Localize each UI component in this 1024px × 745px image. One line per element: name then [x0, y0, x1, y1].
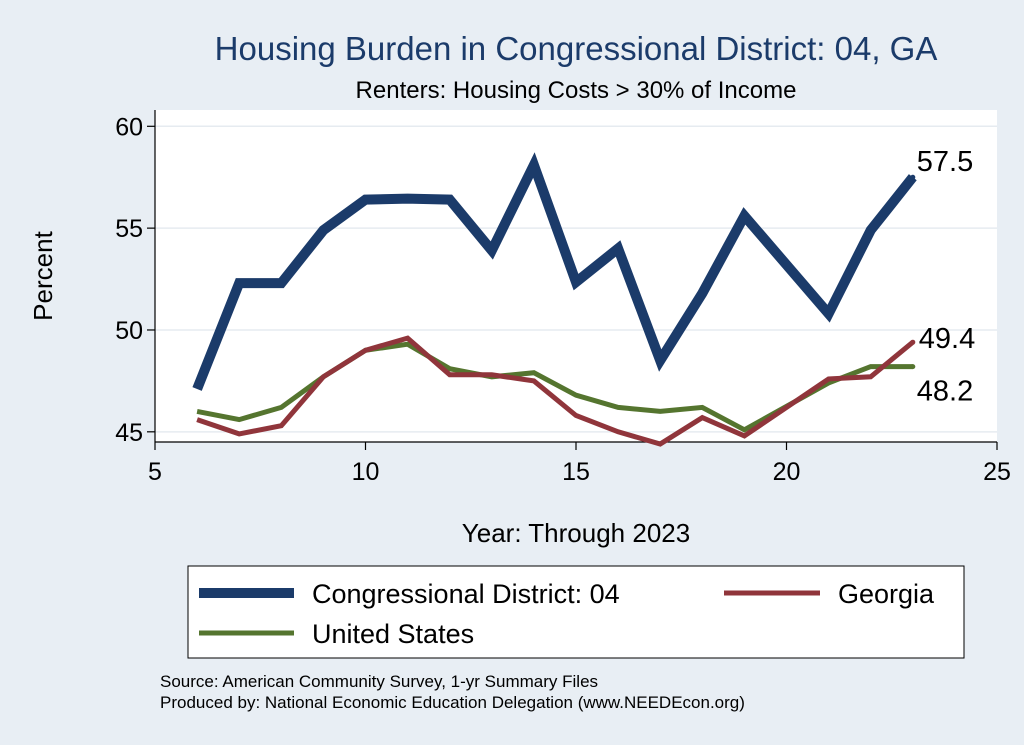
end-value-label: 57.5: [917, 146, 973, 178]
y-tick-label: 60: [115, 113, 143, 141]
end-labels: 57.5 49.4 48.2: [910, 146, 975, 408]
x-axis-label: Year: Through 2023: [462, 518, 690, 548]
legend: Congressional District: 04 Georgia Unite…: [187, 565, 965, 659]
x-tick-label: 15: [562, 458, 590, 486]
y-tick-label: 50: [115, 317, 143, 345]
x-tick-label: 20: [773, 458, 801, 486]
x-tick-label: 25: [983, 458, 1011, 486]
y-tick-label: 45: [115, 419, 143, 447]
series-line-georgia: [196, 335, 915, 447]
legend-box: [187, 565, 965, 659]
end-point: [910, 174, 916, 180]
y-tick-label: 55: [115, 215, 143, 243]
legend-label-united-states: United States: [312, 619, 474, 649]
end-value-label: 48.2: [917, 376, 973, 408]
end-point: [910, 339, 916, 345]
gridlines: [155, 125, 997, 433]
end-value-label: 49.4: [919, 323, 975, 355]
x-tick-label: 10: [352, 458, 380, 486]
chart-subtitle: Renters: Housing Costs > 30% of Income: [356, 77, 797, 104]
y-axis-label: Percent: [28, 230, 58, 320]
chart-title: Housing Burden in Congressional District…: [215, 30, 938, 67]
legend-label-district: Congressional District: 04: [312, 579, 620, 609]
series-line-congressional-district-04: [192, 152, 917, 391]
x-tick-label: 5: [148, 458, 162, 486]
end-point: [910, 364, 916, 370]
y-ticks: 45 50 55 60: [115, 113, 155, 447]
x-ticks: 5 10 15 20 25: [148, 442, 1011, 486]
source-line-2: Produced by: National Economic Education…: [160, 693, 745, 712]
source-line-1: Source: American Community Survey, 1-yr …: [160, 672, 598, 691]
series-lines: [192, 152, 917, 447]
legend-label-georgia: Georgia: [838, 579, 935, 609]
